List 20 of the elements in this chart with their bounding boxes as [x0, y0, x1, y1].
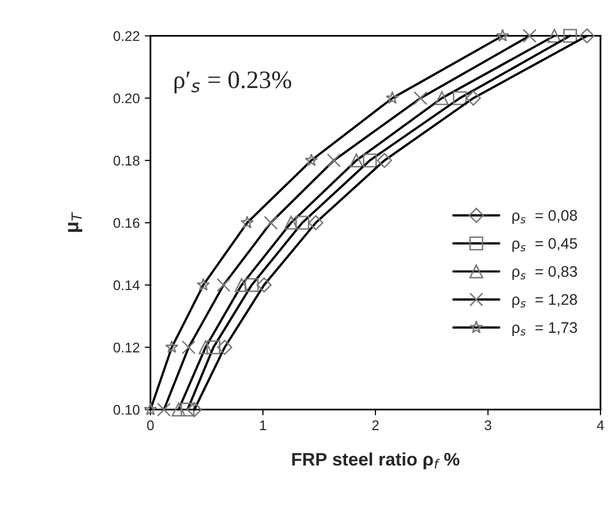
legend-label: ρ$_{s}$ = 1,73: [512, 322, 577, 336]
x-tick-label: 2: [372, 420, 379, 430]
x-tick-label: 0: [147, 420, 154, 430]
x-axis-title: FRP steel ratio ρ$_{f}$ %: [292, 452, 460, 470]
x-tick-label: 4: [596, 420, 604, 430]
y-tick-label: 0.20: [114, 93, 140, 104]
x-tick-label: 3: [484, 420, 492, 430]
legend-label: ρ$_{s}$ = 0,08: [512, 210, 577, 224]
legend-label: ρ$_{s}$ = 1,28: [512, 294, 577, 308]
y-tick-label: 0.12: [114, 342, 140, 352]
legend-label: ρ$_{s}$ = 0,45: [512, 238, 578, 252]
annotation: ρ′$_{s}$ = 0.23%: [174, 71, 292, 94]
y-tick-label: 0.18: [114, 156, 140, 166]
legend-label: ρ$_{s}$ = 0,83: [512, 266, 577, 280]
y-tick-label: 0.22: [114, 31, 140, 42]
x-tick-label: 1: [260, 420, 266, 430]
y-tick-label: 0.10: [114, 404, 140, 415]
y-axis-title: μ$_{T}$: [68, 212, 82, 232]
y-tick-label: 0.16: [114, 218, 140, 228]
y-tick-label: 0.14: [114, 280, 140, 290]
